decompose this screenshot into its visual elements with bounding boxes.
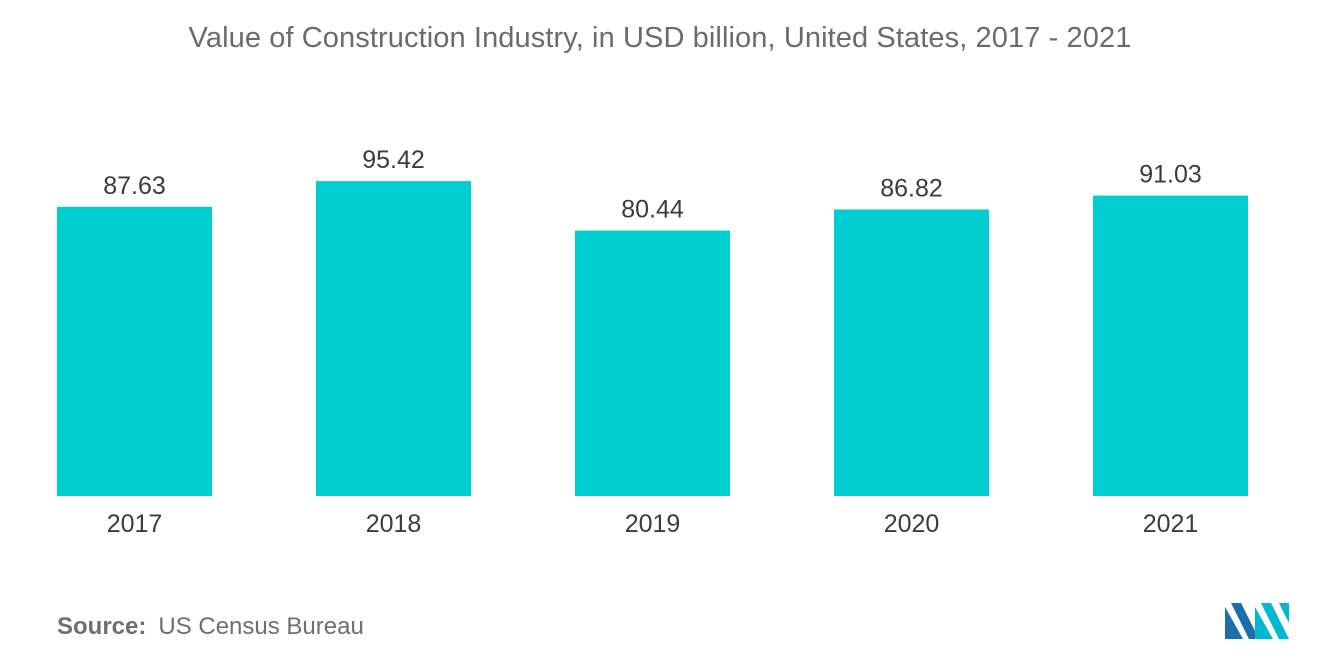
bar-2019 — [575, 230, 730, 496]
x-axis-label-2018: 2018 — [366, 510, 422, 538]
bar-2017 — [57, 206, 212, 497]
x-axis-label-2017: 2017 — [107, 510, 163, 538]
x-axis-label-2021: 2021 — [1143, 510, 1199, 538]
value-label-2020: 86.82 — [880, 174, 943, 202]
value-label-2019: 80.44 — [621, 196, 684, 224]
mordor-intelligence-logo-icon — [1225, 603, 1289, 639]
source-value: US Census Bureau — [158, 613, 364, 640]
bar-2020 — [834, 209, 989, 496]
bar-2021 — [1093, 195, 1248, 496]
x-axis-labels-group: 2017 2018 2019 2020 2021 — [107, 510, 1199, 538]
x-axis-label-2019: 2019 — [625, 510, 681, 538]
value-labels-group: 87.63 95.42 80.44 86.82 91.03 — [103, 146, 1202, 223]
bar-2018 — [316, 181, 471, 496]
x-axis-label-2020: 2020 — [884, 510, 940, 538]
value-label-2021: 91.03 — [1139, 161, 1202, 189]
value-label-2018: 95.42 — [362, 146, 425, 174]
value-label-2017: 87.63 — [103, 172, 166, 200]
source-label: Source: — [57, 613, 147, 640]
chart-title: Value of Construction Industry, in USD b… — [188, 22, 1132, 54]
bars-group — [57, 181, 1248, 497]
source-note: Source: US Census Bureau — [57, 613, 364, 641]
